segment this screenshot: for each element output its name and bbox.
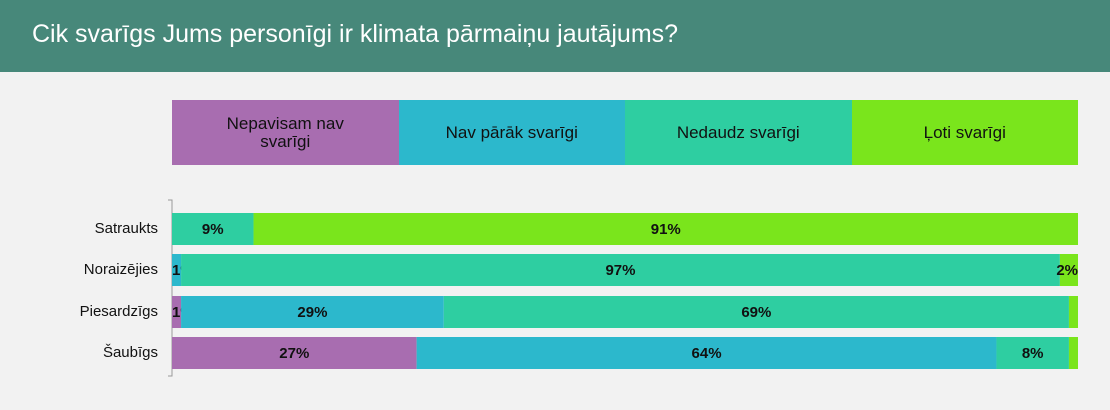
bar-segment	[1068, 296, 1078, 328]
data-label: 8%	[1022, 345, 1044, 362]
data-label: 29%	[297, 304, 327, 321]
y-tick-label: Piesardzīgs	[80, 303, 158, 320]
data-label: 97%	[605, 262, 635, 279]
y-tick-label: Satraukts	[95, 220, 158, 237]
bar-segment	[172, 296, 182, 328]
data-label: 2%	[1056, 262, 1078, 279]
y-tick-label: Šaubīgs	[103, 344, 158, 361]
bar-segment	[181, 296, 444, 328]
bar-segment	[172, 337, 417, 369]
legend-item: Nedaudz svarīgi	[625, 100, 852, 165]
bar-segment	[1068, 337, 1078, 369]
bar-segment	[172, 254, 182, 286]
data-label: 69%	[741, 304, 771, 321]
bar-segment	[996, 337, 1069, 369]
bar-segment	[416, 337, 997, 369]
header-band	[0, 0, 1110, 72]
bar-segment	[1059, 254, 1078, 286]
legend-item: Nepavisam nav svarīgi	[172, 100, 399, 165]
y-tick-label: Noraizējies	[84, 261, 158, 278]
bar-segment	[172, 213, 254, 245]
data-label: 64%	[692, 345, 722, 362]
bar-segment	[443, 296, 1069, 328]
data-label: 27%	[279, 345, 309, 362]
legend-item: Nav pārāk svarīgi	[398, 100, 625, 165]
bar-segment	[253, 213, 1079, 245]
data-label: 91%	[651, 221, 681, 238]
bar-segment	[181, 254, 1060, 286]
legend-item: Ļoti svarīgi	[851, 100, 1078, 165]
chart-title: Cik svarīgs Jums personīgi ir klimata pā…	[32, 20, 679, 48]
data-label: 9%	[202, 221, 224, 238]
axis-bracket	[168, 199, 173, 377]
